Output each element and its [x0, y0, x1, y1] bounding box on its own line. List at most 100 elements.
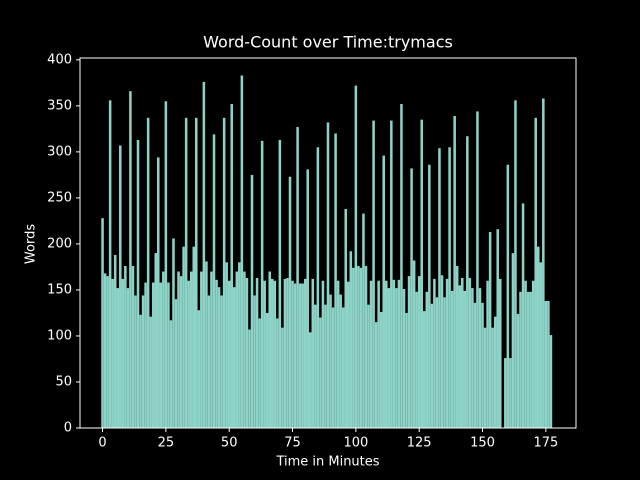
bar — [529, 291, 532, 428]
x-tick-label: 75 — [284, 436, 301, 451]
bar — [230, 104, 234, 428]
bar — [496, 229, 499, 428]
bar — [364, 266, 368, 428]
bar — [339, 294, 342, 428]
bar — [359, 267, 363, 428]
bar — [443, 297, 446, 428]
bar — [455, 266, 459, 428]
bar — [309, 332, 312, 428]
bar — [260, 140, 264, 428]
bar — [506, 164, 510, 428]
bar — [314, 304, 317, 428]
bar — [321, 280, 325, 428]
bar — [217, 287, 221, 428]
bar — [483, 327, 487, 428]
bar — [369, 280, 373, 428]
bar — [357, 266, 360, 428]
bar — [157, 157, 160, 428]
bar — [319, 317, 322, 428]
bar — [521, 203, 525, 428]
bar — [281, 327, 284, 428]
bar — [263, 280, 266, 428]
bar — [519, 291, 522, 428]
bar — [329, 294, 332, 428]
bar — [131, 266, 135, 428]
bar — [164, 101, 168, 429]
bar — [108, 100, 112, 428]
bar — [189, 271, 193, 428]
bar — [106, 276, 109, 428]
bar — [134, 295, 137, 428]
bar — [154, 253, 158, 428]
bar — [509, 358, 512, 428]
bar — [430, 303, 434, 428]
bar — [547, 300, 550, 428]
bar — [136, 139, 140, 429]
bar — [526, 291, 530, 428]
bar — [103, 273, 107, 428]
y-tick-label: 350 — [47, 98, 72, 113]
y-tick-label: 250 — [47, 190, 72, 205]
bar — [542, 98, 545, 429]
bar — [514, 100, 517, 428]
bar — [448, 147, 451, 428]
bar — [283, 278, 287, 428]
bar — [326, 122, 330, 429]
bar — [331, 307, 335, 428]
bar — [387, 288, 391, 428]
bar — [177, 271, 180, 428]
bar — [139, 314, 142, 428]
bar — [192, 246, 196, 428]
bar — [227, 280, 231, 428]
bar — [392, 279, 396, 428]
bar — [524, 280, 527, 428]
bar — [303, 278, 307, 428]
bar — [316, 147, 320, 428]
bar — [440, 275, 444, 428]
bar — [433, 278, 436, 428]
bar — [498, 278, 502, 428]
bar — [445, 278, 449, 428]
plot-area — [101, 75, 553, 429]
bar — [195, 117, 198, 429]
bar — [379, 312, 383, 428]
bar — [144, 282, 147, 428]
x-tick-label: 50 — [221, 436, 238, 451]
bar — [346, 281, 350, 428]
bar — [124, 266, 127, 428]
bar — [197, 310, 201, 428]
bar — [412, 260, 416, 428]
bar — [384, 280, 388, 428]
bar — [220, 295, 223, 428]
bar — [372, 120, 375, 428]
bar — [468, 277, 472, 428]
bar — [174, 299, 178, 428]
bar — [311, 278, 315, 428]
y-tick-label: 100 — [47, 328, 72, 343]
bar — [207, 295, 211, 428]
bar — [382, 155, 385, 428]
x-tick-label: 175 — [533, 436, 558, 451]
bar — [473, 302, 477, 428]
bar — [286, 277, 289, 428]
bar — [288, 176, 292, 428]
bar — [248, 329, 251, 428]
y-tick-label: 50 — [55, 374, 72, 389]
bar — [435, 297, 439, 428]
bar — [486, 280, 489, 428]
bar — [159, 282, 163, 428]
bar — [187, 280, 190, 428]
bar — [400, 104, 403, 428]
bar — [167, 282, 170, 428]
bar — [374, 322, 378, 428]
bar — [243, 271, 246, 428]
bar — [544, 300, 548, 428]
bar — [516, 313, 520, 428]
bar — [511, 253, 515, 428]
bar — [539, 262, 543, 428]
bar — [405, 312, 408, 428]
bar — [450, 290, 454, 428]
bar — [116, 288, 120, 428]
bar — [422, 311, 426, 428]
